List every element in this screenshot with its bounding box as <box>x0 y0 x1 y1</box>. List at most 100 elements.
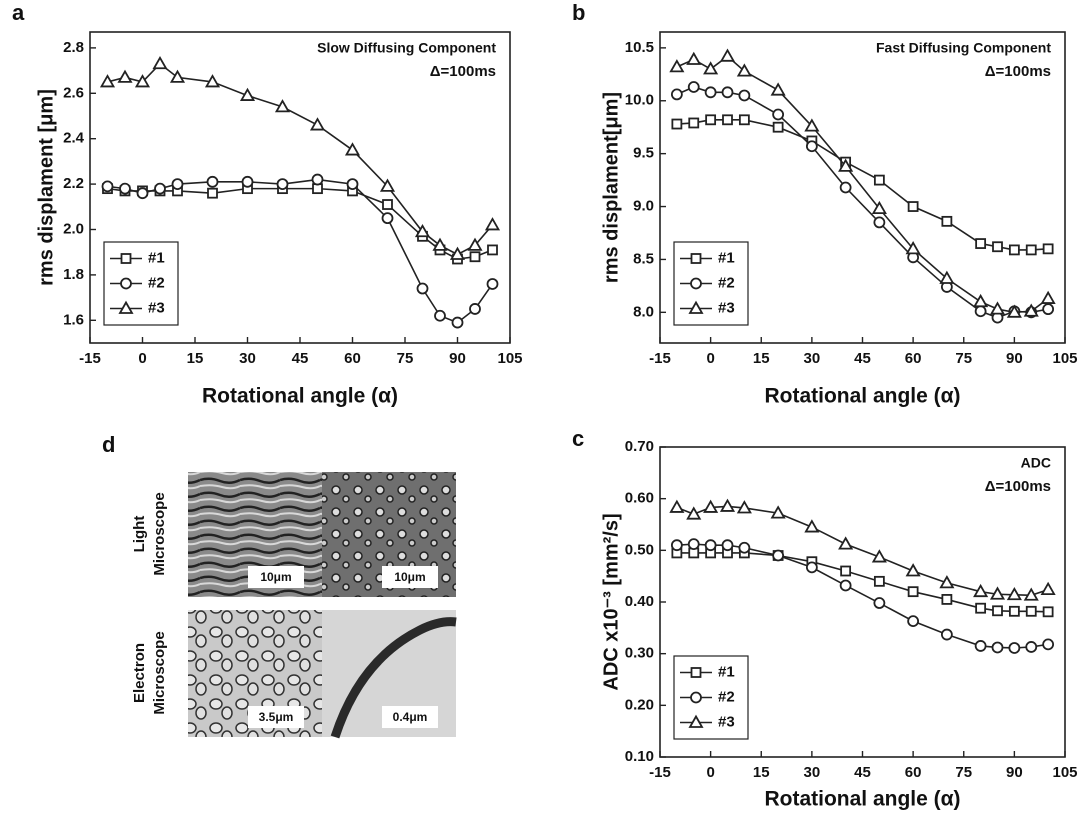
annotation: Δ=100ms <box>430 63 496 80</box>
y-tick-label: 10.5 <box>625 39 654 56</box>
scale-bar: 10μm <box>394 570 425 584</box>
marker <box>873 216 886 229</box>
marker <box>688 300 704 314</box>
y-tick-label: 2.2 <box>63 175 84 192</box>
annotation: Δ=100ms <box>985 478 1051 495</box>
scale-bar-box <box>382 566 438 588</box>
marker <box>804 118 820 132</box>
marker <box>1025 244 1037 256</box>
scale-bar-box <box>248 566 304 588</box>
x-tick-label: 90 <box>449 350 466 367</box>
marker <box>670 539 683 552</box>
marker <box>1042 243 1054 255</box>
marker <box>905 563 921 577</box>
marker <box>119 182 131 195</box>
marker <box>344 142 361 156</box>
legend-label: #2 <box>718 688 735 705</box>
x-tick-label: 45 <box>854 350 871 367</box>
y-tick-label: 0.50 <box>625 541 654 558</box>
scale-bar-box <box>382 706 438 728</box>
marker <box>839 181 852 194</box>
marker <box>120 253 132 264</box>
row-label: Electron <box>131 643 148 703</box>
marker <box>451 316 464 329</box>
marker <box>688 117 700 129</box>
marker <box>1040 290 1056 304</box>
marker <box>1006 586 1022 601</box>
marker <box>117 69 133 83</box>
marker <box>274 99 291 113</box>
marker <box>169 69 186 83</box>
legend-label: #3 <box>148 299 165 316</box>
x-tick-label: 15 <box>753 350 770 367</box>
marker <box>721 539 734 552</box>
marker <box>487 244 498 256</box>
marker <box>276 178 289 190</box>
x-tick-label: 15 <box>187 350 204 367</box>
marker <box>671 118 683 130</box>
marker <box>703 499 719 513</box>
marker <box>239 87 256 101</box>
marker <box>992 605 1003 617</box>
marker <box>991 641 1004 654</box>
marker <box>99 74 116 88</box>
marker <box>1008 642 1021 654</box>
marker <box>484 217 501 231</box>
y-tick-label: 2.8 <box>63 39 84 56</box>
marker <box>309 117 326 131</box>
x-tick-label: 60 <box>905 350 922 367</box>
x-tick-label: 30 <box>804 350 821 367</box>
marker <box>704 86 717 99</box>
marker <box>416 282 429 295</box>
x-tick-label: 45 <box>854 764 871 781</box>
x-tick-label: 75 <box>955 350 972 367</box>
marker <box>206 175 219 188</box>
marker <box>382 199 393 210</box>
marker <box>719 48 736 62</box>
annotation: Slow Diffusing Component <box>317 40 496 56</box>
marker <box>973 583 989 598</box>
series-line <box>676 118 1049 251</box>
marker <box>1025 605 1037 617</box>
x-tick-label: 30 <box>804 764 821 781</box>
marker <box>992 241 1003 253</box>
marker <box>687 81 700 93</box>
marker <box>1042 606 1054 618</box>
marker <box>469 251 481 263</box>
marker <box>346 178 359 190</box>
y-tick-label: 9.0 <box>633 198 654 215</box>
x-axis-title: Rotational angle (α) <box>764 788 960 811</box>
row-label: Microscope <box>151 492 168 575</box>
marker <box>839 579 852 592</box>
y-tick-label: 2.0 <box>63 220 84 237</box>
series-line <box>676 552 1049 613</box>
y-tick-label: 9.5 <box>633 145 654 162</box>
marker <box>738 89 751 102</box>
marker <box>738 541 751 554</box>
marker <box>738 114 750 126</box>
x-tick-label: 0 <box>138 350 146 367</box>
marker <box>703 61 719 75</box>
marker <box>414 223 431 238</box>
x-tick-label: 75 <box>955 764 972 781</box>
x-tick-label: 30 <box>239 350 256 367</box>
y-tick-label: 8.5 <box>633 250 654 267</box>
marker <box>381 212 394 225</box>
marker <box>974 305 987 318</box>
x-tick-label: -15 <box>649 350 671 367</box>
marker <box>907 586 919 598</box>
row-label: Microscope <box>151 631 168 714</box>
marker <box>705 114 717 126</box>
marker <box>871 549 887 563</box>
scale-bar: 0.4μm <box>393 710 428 724</box>
marker <box>136 187 149 200</box>
marker <box>1008 244 1020 256</box>
y-tick-label: 0.10 <box>625 748 654 765</box>
marker <box>941 215 953 227</box>
panel-label: b <box>572 0 585 25</box>
annotation: ADC <box>1021 455 1051 471</box>
marker <box>204 74 221 88</box>
marker <box>486 278 499 290</box>
panel-label: d <box>102 432 115 457</box>
